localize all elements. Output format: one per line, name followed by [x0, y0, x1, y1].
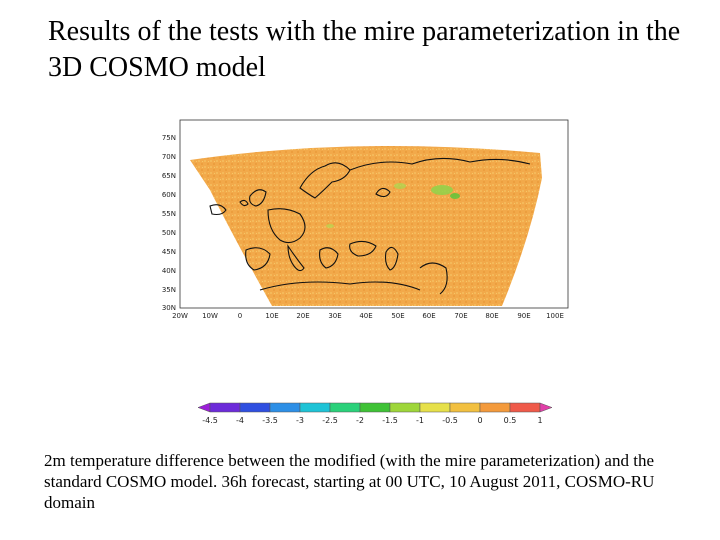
colorbar-cell — [239, 402, 271, 413]
lon-label: 50E — [391, 312, 404, 320]
colorbar-label: 0 — [477, 416, 482, 425]
colorbar-label: -1 — [416, 416, 424, 425]
colorbar-label: -0.5 — [442, 416, 458, 425]
colorbar-cell — [449, 402, 481, 413]
lat-axis: 75N 70N 65N 60N 55N 50N 45N 40N 35N 30N — [162, 134, 176, 312]
colorbar-cell — [197, 402, 211, 413]
colorbar-cell — [269, 402, 301, 413]
lon-label: 20E — [296, 312, 309, 320]
lat-label: 55N — [162, 210, 176, 218]
green-patch — [450, 193, 460, 199]
colorbar-label: -3.5 — [262, 416, 278, 425]
lon-label: 80E — [485, 312, 498, 320]
lat-label: 70N — [162, 153, 176, 161]
lon-label: 20W — [172, 312, 188, 320]
colorbar-cell — [419, 402, 451, 413]
slide-title: Results of the tests with the mire param… — [48, 16, 681, 83]
lon-axis: 20W 10W 0 10E 20E 30E 40E 50E 60E 70E 80… — [172, 312, 564, 320]
colorbar-label: -1.5 — [382, 416, 398, 425]
lon-label: 90E — [517, 312, 530, 320]
colorbar-label: -3 — [296, 416, 304, 425]
lat-label: 65N — [162, 172, 176, 180]
colorbar-cell — [329, 402, 361, 413]
coastlines — [209, 157, 531, 295]
colorbar-label: 0.5 — [504, 416, 517, 425]
colorbar-cell — [359, 402, 391, 413]
colorbar-label: -4 — [236, 416, 244, 425]
green-patch — [326, 224, 334, 228]
green-patch — [394, 183, 406, 189]
colorbar-label: -4.5 — [202, 416, 218, 425]
lat-label: 75N — [162, 134, 176, 142]
lat-label: 45N — [162, 248, 176, 256]
lat-label: 60N — [162, 191, 176, 199]
lat-label: 40N — [162, 267, 176, 275]
lon-label: 0 — [238, 312, 242, 320]
colorbar-cell — [539, 402, 553, 413]
lon-label: 10E — [265, 312, 278, 320]
colorbar-legend: -4.5 -4 -3.5 -3 -2.5 -2 -1.5 -1 -0.5 0 0… — [197, 402, 553, 425]
figure-caption: 2m temperature difference between the mo… — [44, 451, 655, 512]
colorbar-cell — [509, 402, 541, 413]
colorbar-cell — [479, 402, 511, 413]
green-patch — [431, 185, 453, 195]
colorbar-label: 1 — [537, 416, 542, 425]
lat-label: 35N — [162, 286, 176, 294]
lon-label: 10W — [202, 312, 218, 320]
lon-label: 100E — [546, 312, 564, 320]
lat-label: 50N — [162, 229, 176, 237]
colorbar-cell — [299, 402, 331, 413]
temperature-difference-map: 75N 70N 65N 60N 55N 50N 45N 40N 35N 30N … — [162, 119, 569, 320]
lon-label: 40E — [359, 312, 372, 320]
colorbar-cell — [389, 402, 421, 413]
colorbar-cell — [209, 402, 241, 413]
lon-label: 30E — [328, 312, 341, 320]
lon-label: 60E — [422, 312, 435, 320]
colorbar-label: -2 — [356, 416, 364, 425]
lon-label: 70E — [454, 312, 467, 320]
colorbar-label: -2.5 — [322, 416, 338, 425]
cosmo-ru-domain — [190, 145, 542, 306]
lat-label: 30N — [162, 304, 176, 312]
